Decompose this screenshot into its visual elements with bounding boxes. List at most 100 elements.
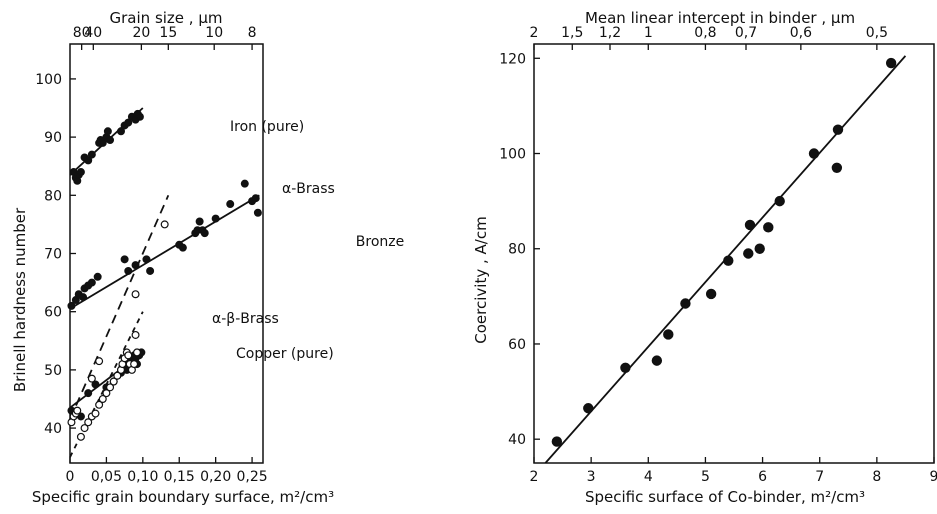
left-point-copper-pure bbox=[84, 389, 93, 398]
right-point-series bbox=[620, 362, 631, 373]
right-y-tick-label: 40 bbox=[508, 432, 526, 448]
right-x-axis-title: Specific surface of Co-binder, m²/cm³ bbox=[585, 488, 865, 506]
left-point-iron-pure bbox=[87, 150, 96, 159]
left-point-brass bbox=[130, 360, 139, 369]
right-point-series bbox=[763, 222, 774, 233]
left-point-bronze bbox=[131, 261, 140, 270]
left-point-brass bbox=[109, 377, 118, 386]
right-point-series bbox=[651, 355, 663, 366]
right-point-series bbox=[723, 255, 734, 266]
series-label-alpha-beta-brass: α-β-Brass bbox=[212, 311, 279, 327]
right-point-series bbox=[583, 403, 594, 414]
left-y-tick-label: 50 bbox=[44, 363, 62, 379]
left-point-bronze bbox=[67, 301, 76, 310]
left-point-bronze bbox=[226, 200, 235, 209]
left-y-tick-label: 70 bbox=[44, 247, 62, 263]
left-fit-line-bronze bbox=[69, 194, 260, 310]
left-point-bronze bbox=[253, 208, 262, 217]
left-point-bronze bbox=[178, 243, 187, 252]
left-point-iron-pure bbox=[103, 127, 112, 136]
right-points bbox=[551, 57, 897, 447]
right-top-tick-label: 1,2 bbox=[599, 25, 621, 41]
left-x-tick-label: 0,25 bbox=[236, 469, 267, 485]
left-point-brass bbox=[84, 418, 93, 427]
left-point-brass bbox=[106, 383, 115, 392]
left-x-tick-label: 0 bbox=[66, 469, 75, 485]
right-x-tick-label: 7 bbox=[815, 469, 824, 485]
right-point-series bbox=[885, 57, 897, 69]
right-point-series bbox=[680, 298, 691, 309]
left-x-tick-label: 0,20 bbox=[200, 469, 231, 485]
left-point-brass bbox=[87, 374, 96, 383]
left-point-brass bbox=[95, 357, 104, 366]
right-y-tick-label: 100 bbox=[499, 147, 526, 163]
left-y-axis-title: Brinell hardness number bbox=[11, 207, 29, 392]
left-point-iron-pure bbox=[106, 136, 115, 145]
left-point-bronze bbox=[120, 255, 129, 264]
right-top-tick-label: 0,6 bbox=[790, 25, 812, 41]
left-point-brass bbox=[124, 351, 133, 360]
left-point-brass bbox=[95, 400, 104, 409]
left-point-iron-pure bbox=[124, 118, 133, 127]
series-label-bronze: Bronze bbox=[356, 234, 404, 250]
left-point-bronze bbox=[142, 255, 151, 264]
left-chart: Grain size , μm Specific grain boundary … bbox=[11, 9, 404, 506]
left-point-copper-pure bbox=[91, 380, 100, 389]
left-point-brass bbox=[102, 389, 111, 398]
left-point-bronze bbox=[200, 229, 209, 238]
left-points bbox=[67, 109, 262, 441]
left-y-tick-label: 80 bbox=[44, 188, 62, 204]
right-top-tick-label: 1 bbox=[644, 25, 653, 41]
right-y-tick-label: 60 bbox=[508, 337, 526, 353]
left-point-bronze bbox=[124, 266, 133, 275]
left-point-bronze bbox=[251, 194, 260, 203]
right-x-tick-label: 4 bbox=[644, 469, 653, 485]
left-point-brass bbox=[113, 371, 122, 380]
left-point-brass bbox=[73, 406, 82, 415]
left-x-tick-label: 0,05 bbox=[91, 469, 122, 485]
left-y-tick-label: 90 bbox=[44, 130, 62, 146]
left-y-tick-label: 100 bbox=[35, 72, 62, 88]
right-y-tick-label: 80 bbox=[508, 242, 526, 258]
right-top-axis-title: Mean linear intercept in binder , μm bbox=[585, 9, 855, 27]
left-point-brass bbox=[80, 424, 89, 433]
right-point-series bbox=[705, 288, 717, 300]
right-chart: Mean linear intercept in binder , μm Spe… bbox=[472, 9, 937, 506]
left-fit-line-brass bbox=[69, 194, 170, 420]
series-label-iron: Iron (pure) bbox=[230, 119, 304, 135]
right-point-series bbox=[754, 243, 765, 254]
left-ticks: 0 0,05 0,10 0,15 0,20 0,254050607080901008040… bbox=[35, 25, 267, 485]
left-point-iron-pure bbox=[98, 138, 107, 147]
left-point-brass bbox=[76, 432, 85, 441]
right-x-tick-label: 6 bbox=[758, 469, 767, 485]
left-x-axis-title: Specific grain boundary surface, m²/cm³ bbox=[32, 488, 334, 506]
left-y-tick-label: 40 bbox=[44, 421, 62, 437]
left-point-bronze bbox=[79, 293, 88, 302]
left-point-brass bbox=[98, 394, 107, 403]
right-y-axis-title: Coercivity , A/cm bbox=[472, 216, 490, 343]
left-x-tick-label: 0,10 bbox=[127, 469, 158, 485]
right-top-tick-label: 2 bbox=[530, 25, 539, 41]
left-top-tick-label: 80 bbox=[73, 25, 91, 41]
left-top-tick-label: 15 bbox=[159, 25, 177, 41]
left-top-tick-label: 40 bbox=[84, 25, 102, 41]
right-point-series bbox=[551, 436, 563, 447]
left-point-brass bbox=[160, 220, 169, 229]
left-point-bronze bbox=[93, 272, 102, 281]
right-top-tick-label: 0,7 bbox=[735, 25, 757, 41]
left-point-bronze bbox=[240, 179, 249, 188]
left-top-axis-title: Grain size , μm bbox=[110, 9, 223, 27]
left-point-iron-pure bbox=[76, 168, 85, 177]
right-point-series bbox=[744, 219, 756, 231]
left-point-bronze bbox=[195, 217, 204, 226]
left-top-tick-label: 10 bbox=[205, 25, 223, 41]
right-point-series bbox=[808, 148, 820, 159]
right-point-series bbox=[663, 329, 674, 340]
right-x-tick-label: 8 bbox=[872, 469, 881, 485]
series-label-copper: Copper (pure) bbox=[236, 346, 334, 362]
left-y-tick-label: 60 bbox=[44, 305, 62, 321]
left-point-brass bbox=[133, 348, 142, 357]
left-point-bronze bbox=[87, 278, 96, 287]
